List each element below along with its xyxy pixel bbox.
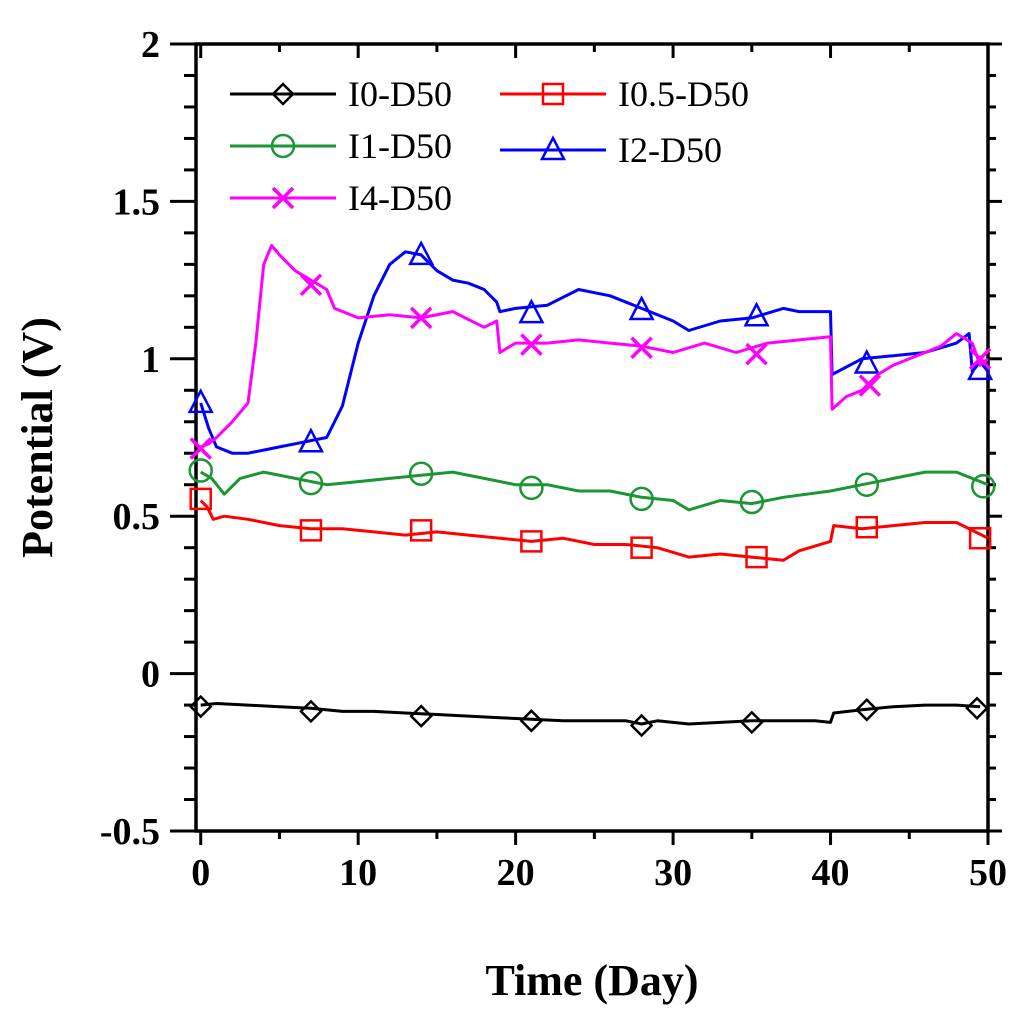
series-marker [408,240,435,266]
y-tick-label: 0 [141,654,160,696]
series-marker [739,489,765,515]
series-marker [299,699,323,724]
legend-marker [541,82,565,106]
series-marker [965,696,989,720]
series-marker [858,374,882,397]
series-marker [971,474,996,499]
series-I4-D50 [189,244,992,460]
legend-item: I4-D50 [230,178,452,218]
legend-label: I0-D50 [348,74,452,114]
series-marker [629,713,654,738]
tick-labels: 0 10 20 30 40 50 -0.5 0 0.5 1 1.5 2 [100,24,1007,894]
series-marker [188,694,213,719]
series-marker [519,475,544,501]
series-I2-D50 [187,240,994,455]
x-tick-label: 0 [191,852,210,894]
series-marker [968,526,992,550]
series-marker [745,545,768,569]
series-I1-D50 [188,458,996,515]
series-marker [299,273,323,297]
legend-marker [271,82,295,106]
series-marker [853,348,880,374]
series-marker [967,355,994,381]
series-marker [187,388,214,414]
legend-marker [270,133,296,159]
legend-item: I2-D50 [500,130,722,170]
series-line [200,702,981,726]
legend-marker [539,135,567,161]
series-marker [297,427,325,453]
legend-item: I0-D50 [230,74,452,114]
series-line [199,250,990,455]
x-tick-label: 20 [497,852,535,894]
axis-ticks [170,42,1002,845]
series-marker [968,347,992,371]
legend-marker [271,186,295,210]
legend-label: I0.5-D50 [618,74,749,114]
series-marker [628,295,655,321]
plot-frame [194,42,990,833]
legend: I0-D50 I0.5-D50 I1-D50 I2-D50 I4-D50 [230,74,749,218]
series-marker [518,298,545,324]
series-marker [630,536,653,559]
series-marker [409,704,433,728]
series-layer [187,240,996,738]
x-tick-label: 50 [969,852,1007,894]
series-I0.5-D50 [189,487,992,569]
x-tick-label: 10 [339,852,377,894]
series-marker [408,461,434,486]
series-marker [854,472,880,497]
y-tick-label: 1.5 [113,181,161,223]
x-tick-label: 30 [654,852,692,894]
series-marker [520,333,543,356]
y-tick-label: 1 [141,339,160,381]
y-tick-label: -0.5 [100,811,160,853]
series-marker [743,301,770,327]
legend-item: I0.5-D50 [500,74,749,114]
series-marker [740,710,764,735]
legend-label: I4-D50 [348,178,452,218]
series-marker [854,698,879,722]
plot-border [194,42,990,833]
legend-label: I1-D50 [348,126,452,166]
series-marker [188,458,213,483]
series-marker [629,486,654,512]
series-marker [298,470,324,496]
series-marker [409,519,433,542]
y-axis-title: Potential (V) [13,317,62,558]
legend-item: I1-D50 [230,126,452,166]
y-tick-label: 0.5 [113,496,161,538]
series-line [199,470,989,512]
series-line [199,499,989,562]
series-I0-D50 [188,694,989,738]
series-marker [630,336,653,360]
series-marker [520,530,543,553]
series-marker [189,487,212,511]
series-marker [299,519,323,542]
series-marker [519,709,544,733]
legend-label: I2-D50 [618,130,722,170]
y-tick-label: 2 [141,24,160,66]
series-marker [855,515,879,539]
x-tick-label: 40 [812,852,850,894]
series-marker [409,306,433,330]
series-marker [745,342,768,366]
x-axis-title: Time (Day) [485,956,698,1005]
series-marker [189,437,212,460]
